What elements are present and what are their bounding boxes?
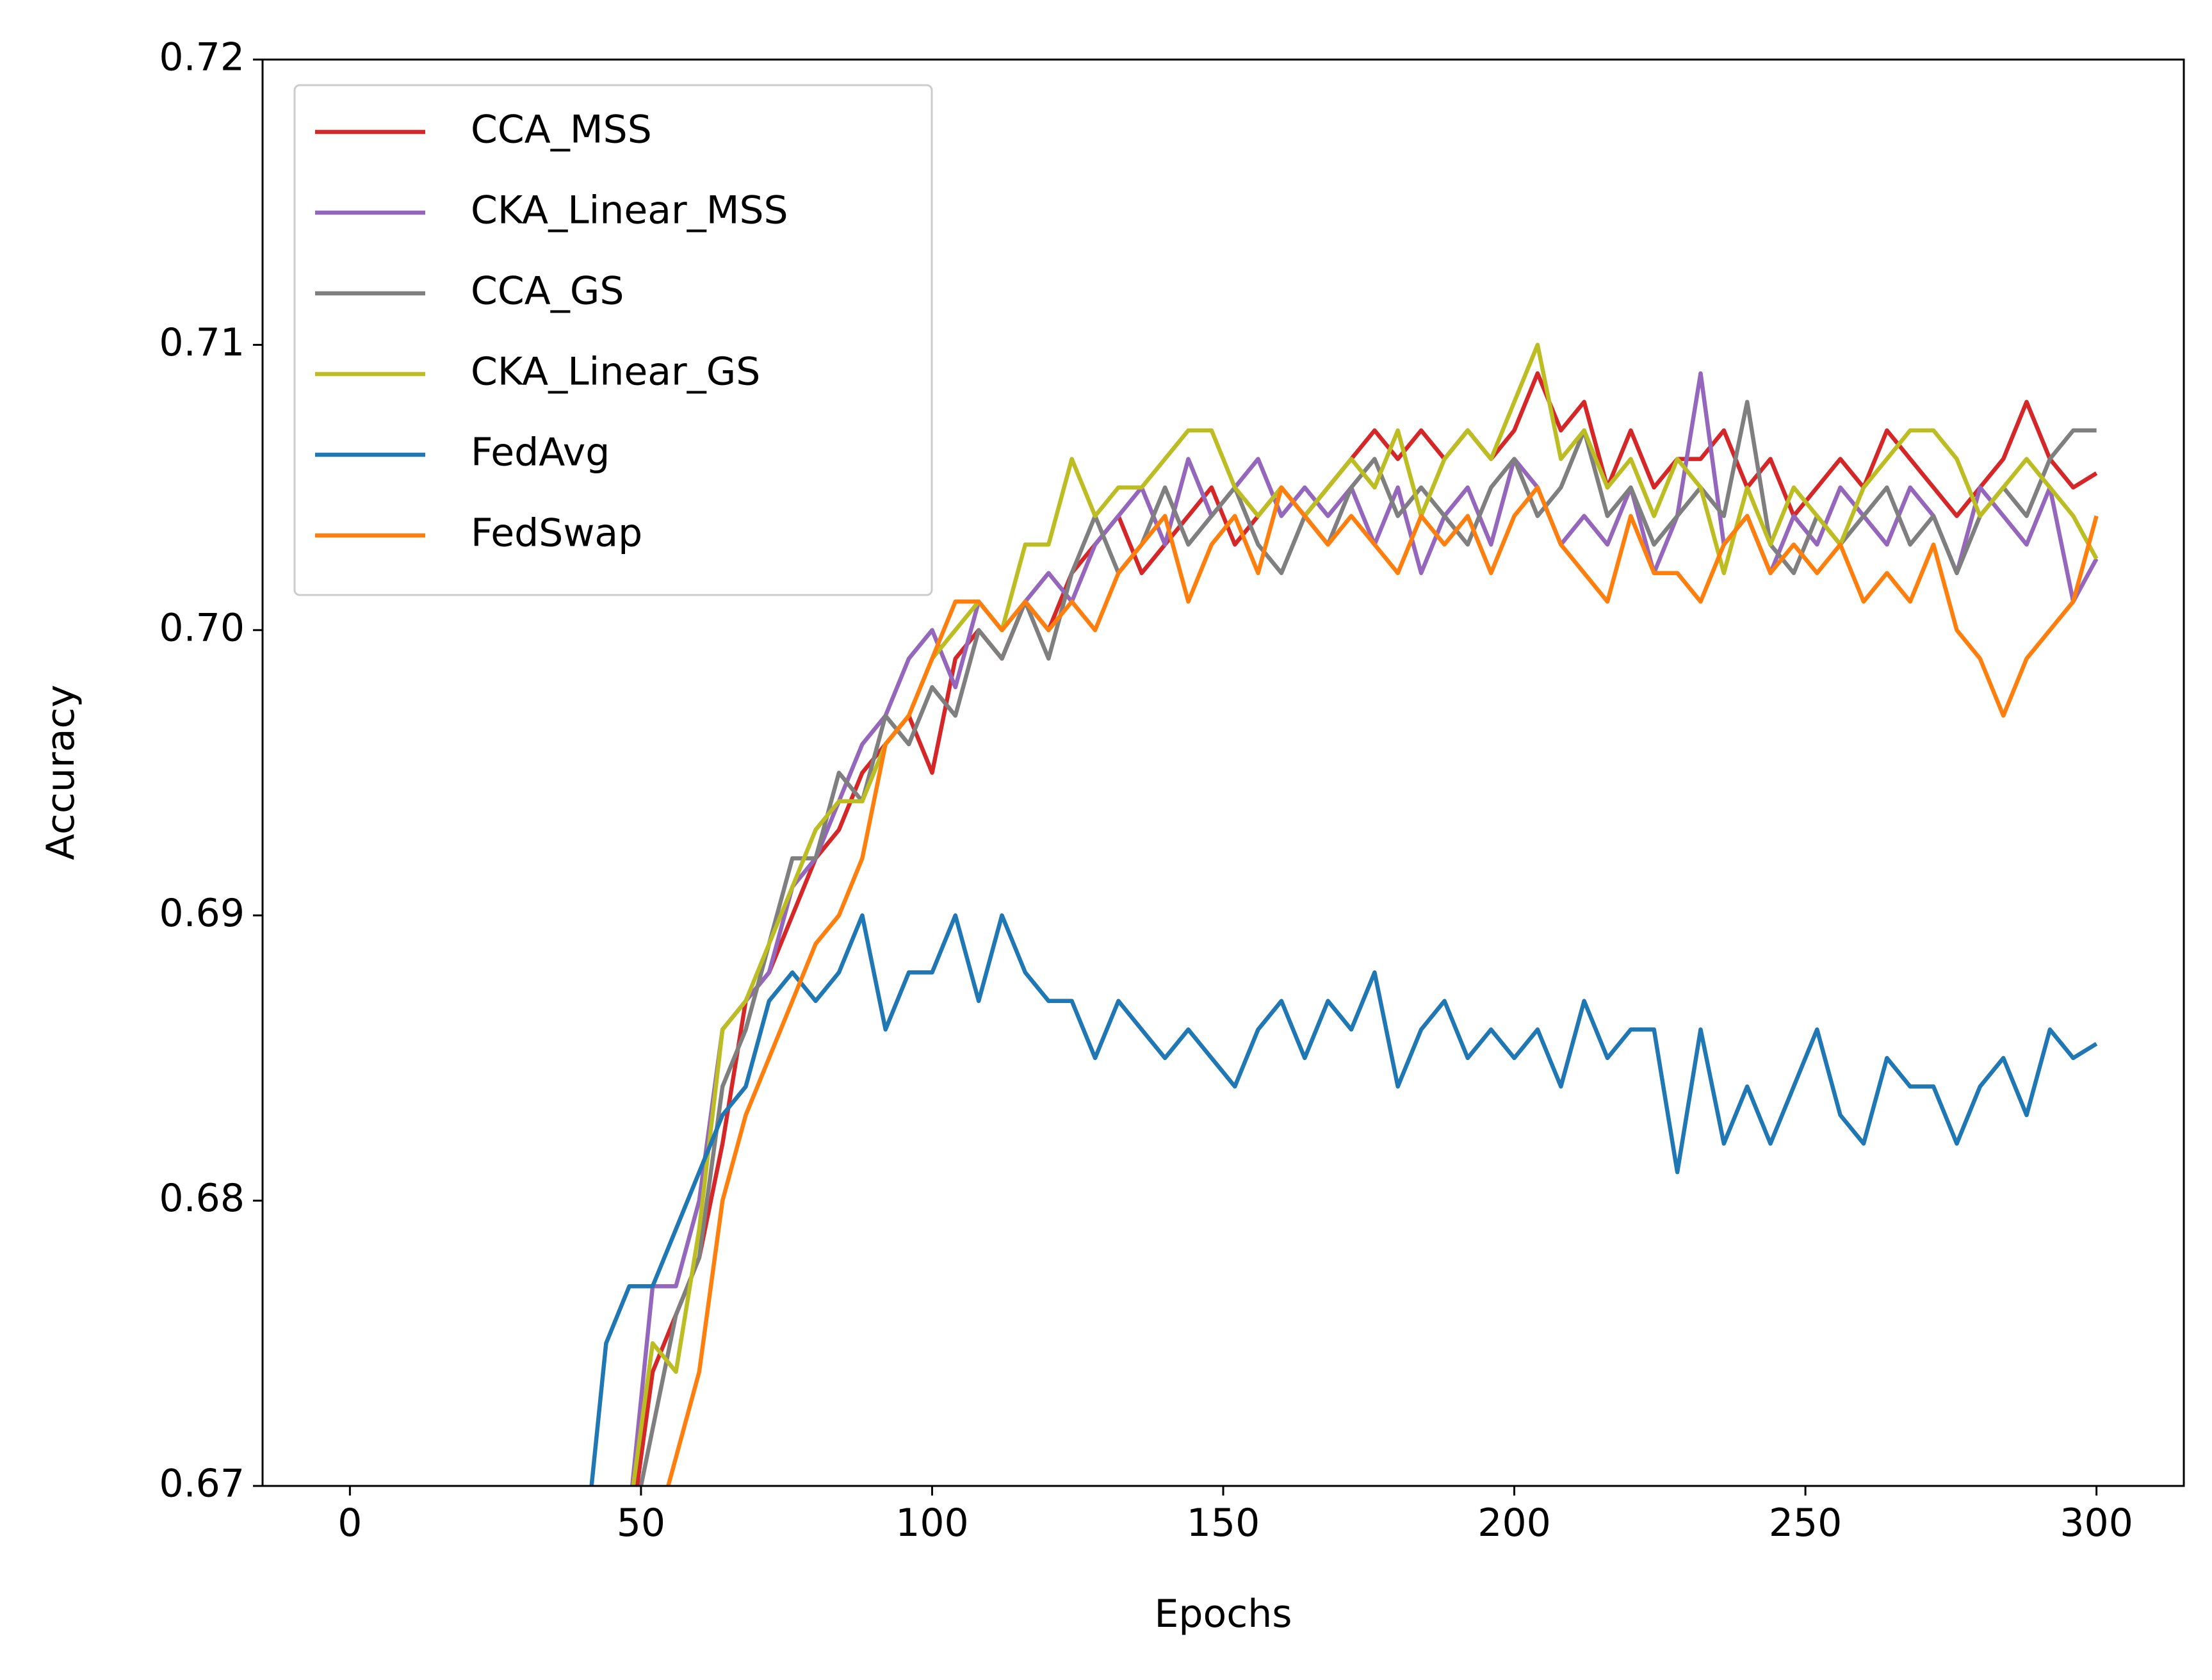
y-tick-label: 0.68 <box>159 1176 245 1221</box>
legend-box <box>293 84 933 596</box>
legend-label: FedSwap <box>471 511 642 556</box>
legend-label: CKA_Linear_MSS <box>471 188 788 233</box>
series-line <box>631 343 2099 1486</box>
x-tick-label: 150 <box>1187 1501 1260 1545</box>
series-line <box>666 485 2099 1486</box>
x-axis-label: Epochs <box>1155 1592 1292 1636</box>
series-line <box>589 913 2098 1486</box>
y-tick-label: 0.67 <box>159 1462 245 1506</box>
legend-label: FedAvg <box>471 430 610 475</box>
y-tick-label: 0.69 <box>159 891 245 936</box>
plot-frame <box>261 58 2185 1487</box>
legend-label: CCA_GS <box>471 269 624 314</box>
y-axis-label: Accuracy <box>38 685 83 860</box>
y-tick-label: 0.70 <box>159 605 245 650</box>
legend-label: CKA_Linear_GS <box>471 350 760 395</box>
series-line <box>630 371 2099 1486</box>
x-tick-label: 250 <box>1769 1501 1842 1545</box>
y-tick-label: 0.72 <box>159 35 245 80</box>
legend-label: CCA_MSS <box>471 108 652 152</box>
x-tick-label: 50 <box>617 1501 665 1545</box>
x-tick-label: 0 <box>337 1501 362 1545</box>
x-tick-label: 300 <box>2060 1501 2133 1545</box>
x-tick-label: 200 <box>1477 1501 1551 1545</box>
y-tick-label: 0.71 <box>159 320 245 365</box>
plot-lines <box>589 343 2099 1486</box>
x-tick-label: 100 <box>895 1501 969 1545</box>
